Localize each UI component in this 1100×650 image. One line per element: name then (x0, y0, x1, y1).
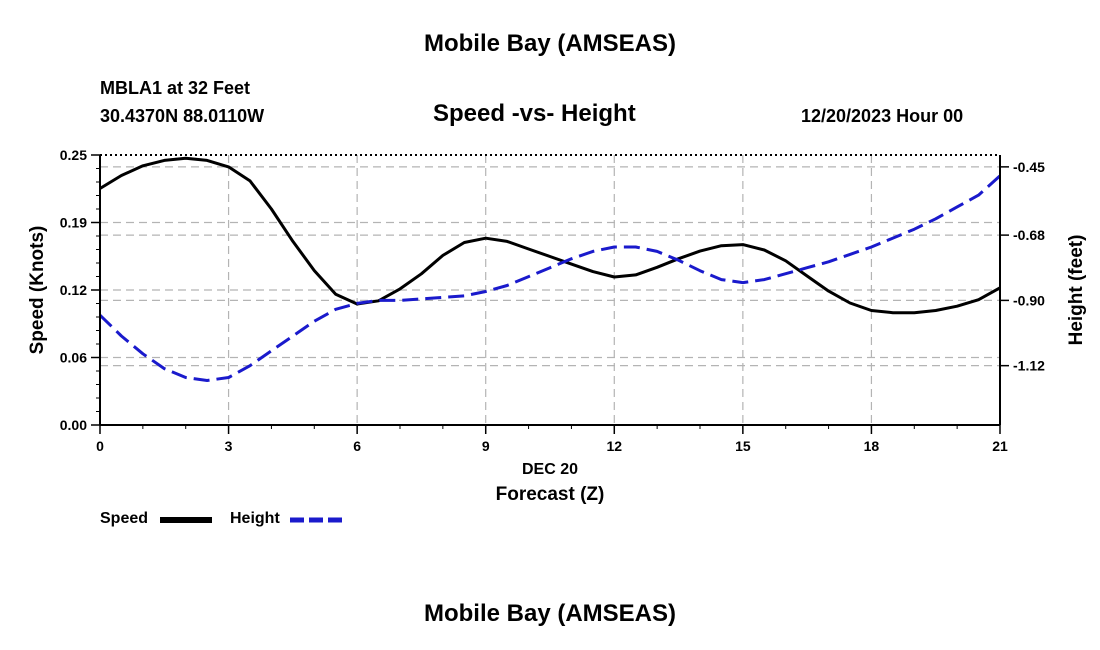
legend-speed-label: Speed (100, 510, 149, 527)
tick-label-right: -0.68 (1013, 227, 1045, 243)
station-label: MBLA1 at 32 Feet (100, 78, 251, 98)
legend-height-swatch (290, 517, 344, 523)
tick-label-left: 0.12 (60, 282, 87, 298)
series-line-height (98, 174, 1002, 382)
x-axis-date-label: DEC 20 (522, 461, 578, 478)
tick-label-bottom: 6 (353, 438, 361, 454)
tick-label-bottom: 0 (96, 438, 104, 454)
tick-label-right: -0.45 (1013, 159, 1045, 175)
tick-layer: 0.00 0.06 0.12 0.19 0.25 -1.12 -0.90 -0.68 -0.45… (60, 147, 1045, 454)
tick-label-bottom: 18 (864, 438, 880, 454)
station-coords: 30.4370N 88.0110W (100, 106, 265, 126)
legend-height-label: Height (230, 510, 280, 527)
y-axis-left-label: Speed (Knots) (27, 226, 48, 355)
tick-label-left: 0.19 (60, 215, 87, 231)
tick-label-right: -1.12 (1013, 358, 1045, 374)
forecast-datetime: 12/20/2023 Hour 00 (801, 106, 964, 126)
page-title-bottom: Mobile Bay (AMSEAS) (423, 600, 677, 627)
x-axis-label: Forecast (Z) (496, 484, 605, 505)
legend-speed-swatch (160, 517, 212, 523)
tick-label-right: -0.90 (1013, 292, 1045, 308)
grid-lines (100, 155, 1000, 425)
tick-label-bottom: 9 (482, 438, 490, 454)
tick-label-bottom: 3 (225, 438, 233, 454)
tick-label-bottom: 15 (735, 438, 751, 454)
tick-label-left: 0.06 (60, 350, 87, 366)
tick-label-bottom: 12 (606, 438, 622, 454)
tick-label-left: 0.25 (60, 147, 87, 163)
tick-label-bottom: 21 (992, 438, 1008, 454)
page-title: Mobile Bay (AMSEAS) (423, 30, 677, 57)
tick-label-left: 0.00 (60, 417, 87, 433)
y-axis-right-label: Height (feet) (1066, 235, 1087, 346)
series-line-speed (99, 156, 1001, 315)
series-layer (98, 156, 1002, 382)
chart-title: Speed -vs- Height (433, 100, 636, 127)
